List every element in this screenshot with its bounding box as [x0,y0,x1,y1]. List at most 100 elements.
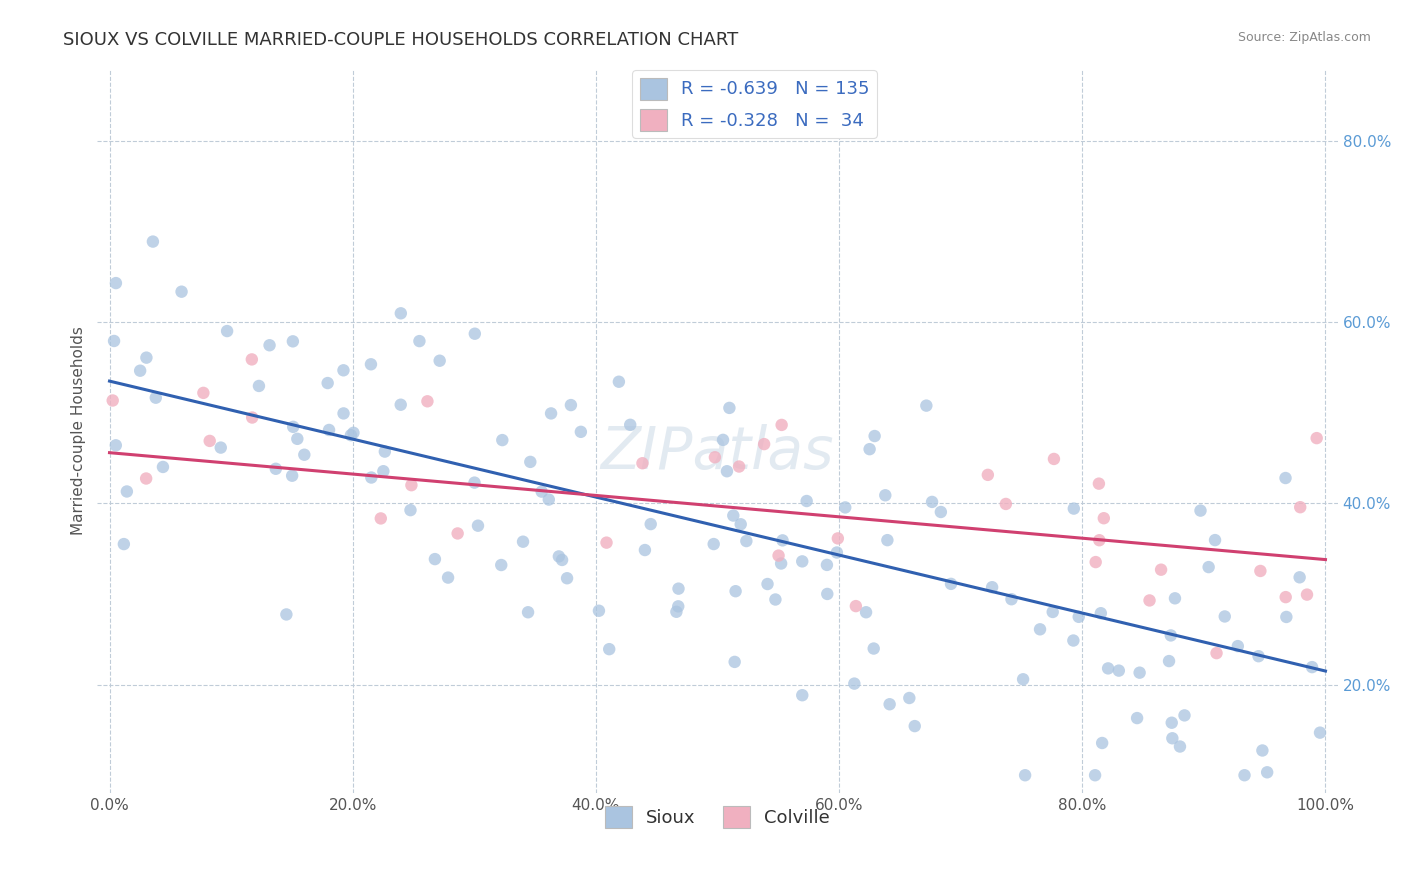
Point [389,306,412,320]
Point [703,537,725,551]
Text: Source: ZipAtlas.com: Source: ZipAtlas.com [1237,31,1371,45]
Point [1012,673,1035,687]
Point [145,391,167,405]
Point [1288,570,1310,584]
Point [285,432,308,446]
Point [876,533,898,548]
Point [1247,649,1270,664]
Point [1090,606,1112,620]
Point [276,607,298,622]
Point [1042,605,1064,619]
Point [135,351,157,365]
Point [1204,533,1226,547]
Point [1173,708,1195,723]
Point [240,410,263,425]
Point [792,688,814,702]
Point [723,508,745,523]
Point [1198,560,1220,574]
Point [598,642,620,657]
Point [551,553,574,567]
Point [1063,501,1085,516]
Point [264,462,287,476]
Point [389,398,412,412]
Point [446,526,468,541]
Point [429,353,451,368]
Point [815,587,838,601]
Point [1097,661,1119,675]
Point [464,326,486,341]
Point [1164,591,1187,606]
Point [1126,711,1149,725]
Point [491,558,513,572]
Point [104,276,127,290]
Point [103,334,125,348]
Point [1226,639,1249,653]
Point [1108,664,1130,678]
Point [1088,476,1111,491]
Point [217,324,239,338]
Point [463,475,485,490]
Point [1088,533,1111,548]
Point [716,464,738,478]
Point [135,471,157,485]
Point [904,719,927,733]
Point [399,503,422,517]
Point [728,459,751,474]
Point [401,478,423,492]
Point [634,543,657,558]
Point [668,582,690,596]
Point [711,433,734,447]
Point [588,604,610,618]
Point [115,484,138,499]
Point [1139,593,1161,607]
Point [360,357,382,371]
Point [1309,725,1331,739]
Point [756,577,779,591]
Point [770,557,793,571]
Point [834,500,856,515]
Point [1305,431,1327,445]
Point [555,571,578,585]
Point [939,577,962,591]
Point [198,434,221,448]
Point [724,584,747,599]
Point [863,429,886,443]
Point [247,379,270,393]
Point [101,393,124,408]
Point [815,558,838,572]
Point [142,235,165,249]
Point [898,691,921,706]
Point [240,352,263,367]
Point [1014,768,1036,782]
Point [1213,609,1236,624]
Point [423,552,446,566]
Point [827,532,849,546]
Point [437,571,460,585]
Point [666,599,689,614]
Point [796,494,818,508]
Point [1274,590,1296,604]
Point [981,580,1004,594]
Point [209,441,232,455]
Point [537,492,560,507]
Point [1301,660,1323,674]
Point [1256,765,1278,780]
Text: ZIPatlas: ZIPatlas [600,425,834,481]
Point [1029,623,1052,637]
Point [491,433,513,447]
Point [129,364,152,378]
Point [540,406,562,420]
Point [1205,646,1227,660]
Point [1233,768,1256,782]
Point [929,505,952,519]
Point [1150,563,1173,577]
Point [1000,592,1022,607]
Point [467,518,489,533]
Point [316,376,339,390]
Point [770,417,793,432]
Point [640,517,662,532]
Point [1249,564,1271,578]
Point [862,641,884,656]
Point [519,455,541,469]
Point [342,425,364,440]
